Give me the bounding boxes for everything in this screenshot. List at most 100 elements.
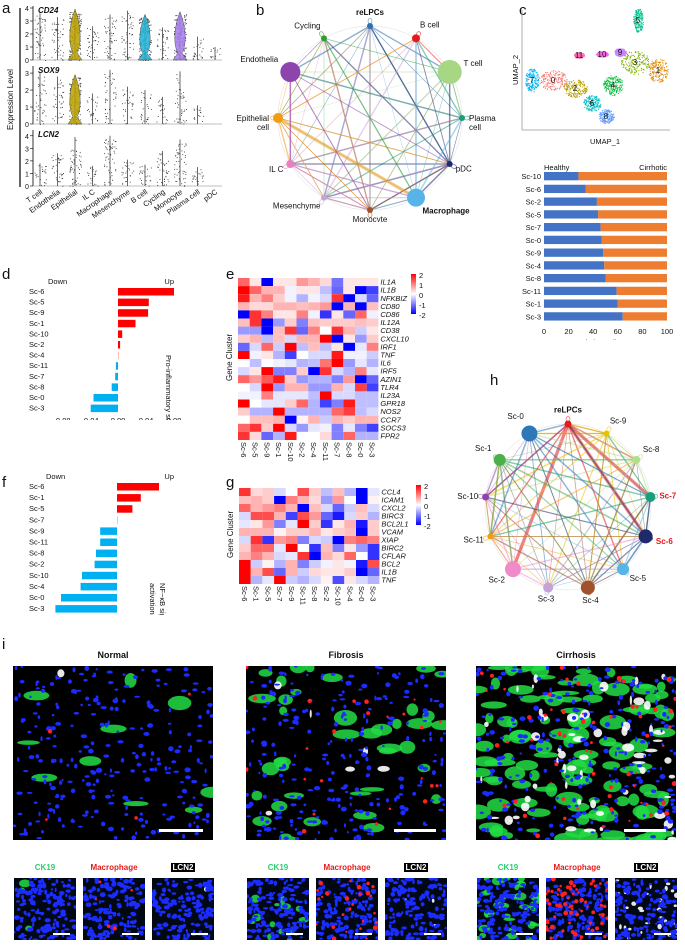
umap-point bbox=[599, 54, 601, 56]
nucleus bbox=[32, 712, 38, 715]
heatmap-cell bbox=[297, 504, 310, 512]
network-node bbox=[580, 580, 595, 595]
column-label: Sc-1 bbox=[274, 442, 283, 457]
data-point bbox=[185, 28, 186, 30]
data-point bbox=[72, 184, 74, 186]
data-point bbox=[185, 56, 187, 58]
nucleus bbox=[90, 769, 95, 774]
y-axis-label: NF−κB signaling bbox=[158, 583, 167, 615]
umap-point bbox=[653, 63, 655, 65]
umap-point bbox=[593, 107, 595, 109]
umap-point bbox=[586, 86, 588, 88]
umap-point bbox=[581, 57, 583, 59]
data-point bbox=[198, 115, 200, 117]
heatmap-cell bbox=[309, 536, 321, 544]
umap-point bbox=[610, 93, 612, 95]
umap-point bbox=[548, 86, 550, 88]
data-point bbox=[44, 24, 46, 26]
umap-point bbox=[526, 78, 528, 80]
data-point bbox=[93, 185, 95, 187]
heatmap-cell bbox=[249, 334, 262, 343]
data-point bbox=[165, 122, 167, 124]
nucleus bbox=[70, 788, 76, 794]
umap-point bbox=[641, 14, 643, 16]
data-point bbox=[80, 19, 82, 21]
heatmap-cell bbox=[250, 528, 263, 536]
data-point bbox=[69, 88, 71, 89]
heatmap-cell bbox=[319, 407, 332, 416]
heatmap-cell bbox=[344, 536, 356, 544]
umap-point bbox=[636, 21, 638, 23]
network-edge bbox=[489, 433, 531, 537]
macrophage-signal bbox=[187, 692, 191, 696]
heatmap-cell bbox=[366, 334, 379, 343]
nucleus bbox=[201, 818, 207, 821]
data-point bbox=[57, 87, 59, 89]
heatmap-g: Gene ClusterCCL4ICAM1CXCL2BIRC3BCL2L1VCA… bbox=[226, 482, 431, 606]
umap-point bbox=[621, 64, 623, 66]
data-point bbox=[73, 182, 75, 184]
nucleus bbox=[31, 777, 37, 781]
data-point bbox=[63, 101, 64, 103]
heatmap-cell bbox=[331, 326, 344, 335]
umap-point bbox=[662, 80, 664, 82]
data-point bbox=[52, 155, 54, 157]
umap-point bbox=[602, 51, 604, 53]
data-point bbox=[165, 172, 167, 174]
heatmap-cell bbox=[274, 488, 286, 496]
heatmap-cell bbox=[296, 310, 309, 319]
heatmap-row: NFKBIZ bbox=[238, 294, 407, 303]
umap-point bbox=[580, 92, 582, 94]
umap-point bbox=[621, 60, 623, 62]
data-point bbox=[122, 103, 123, 105]
umap-point bbox=[579, 81, 581, 83]
umap-point bbox=[642, 55, 644, 57]
umap-point bbox=[573, 82, 575, 84]
umap-cluster-label: 5 bbox=[636, 16, 641, 25]
umap-point bbox=[629, 58, 631, 60]
data-point bbox=[60, 57, 62, 59]
umap-point bbox=[599, 52, 601, 54]
data-point bbox=[55, 103, 57, 105]
column-label: Sc-9 bbox=[287, 586, 296, 601]
data-point bbox=[69, 171, 71, 173]
nucleus bbox=[50, 758, 55, 764]
data-point bbox=[139, 43, 141, 45]
data-point bbox=[183, 92, 185, 93]
network-node bbox=[412, 34, 420, 43]
network-edge bbox=[587, 459, 637, 588]
data-point bbox=[178, 166, 180, 168]
heatmap-cell bbox=[274, 496, 286, 504]
heatmap-cell bbox=[274, 504, 286, 512]
data-point bbox=[34, 53, 36, 55]
data-point bbox=[111, 119, 113, 121]
umap-point bbox=[603, 53, 605, 55]
data-point bbox=[139, 173, 141, 175]
umap-point bbox=[654, 60, 656, 62]
umap-point bbox=[589, 102, 591, 104]
y-tick-label: Sc-1 bbox=[29, 319, 44, 328]
column-label: Sc-11 bbox=[299, 586, 308, 605]
umap-point bbox=[606, 82, 608, 84]
umap-point bbox=[665, 77, 667, 79]
umap-point bbox=[598, 54, 600, 56]
data-point bbox=[95, 171, 96, 173]
umap-point bbox=[636, 66, 638, 68]
data-point bbox=[88, 56, 90, 57]
data-point bbox=[88, 35, 90, 36]
network-edge bbox=[489, 459, 501, 537]
umap-point bbox=[638, 26, 640, 28]
data-point bbox=[181, 110, 183, 112]
nucleus bbox=[54, 887, 57, 892]
data-point bbox=[71, 161, 73, 163]
data-point bbox=[166, 173, 168, 174]
data-point bbox=[129, 42, 131, 44]
heatmap-cell bbox=[285, 544, 298, 552]
umap-point bbox=[575, 86, 577, 88]
data-point bbox=[44, 185, 46, 187]
umap-point bbox=[586, 99, 588, 101]
nucleus bbox=[107, 720, 110, 726]
umap-point bbox=[617, 87, 619, 89]
nucleus bbox=[183, 667, 189, 672]
data-point bbox=[209, 56, 211, 58]
